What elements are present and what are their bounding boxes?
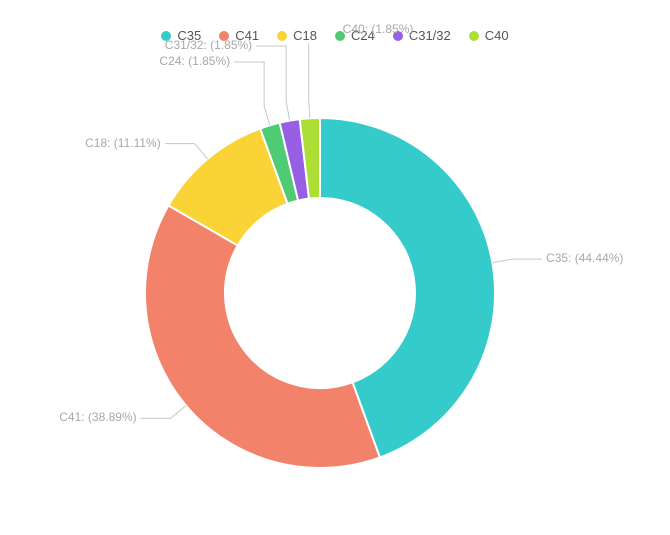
slice-label-c18: C18: (11.11%) xyxy=(85,136,161,150)
slice-label-c35: C35: (44.44%) xyxy=(546,251,623,265)
leader-line xyxy=(234,62,270,125)
legend-item-c18[interactable]: C18 xyxy=(277,28,317,43)
leader-line xyxy=(492,259,542,262)
legend-label: C31/32 xyxy=(409,28,451,43)
leader-line xyxy=(309,43,339,118)
legend-item-c40[interactable]: C40 xyxy=(469,28,509,43)
legend-dot-icon xyxy=(277,31,287,41)
slice-c41[interactable] xyxy=(145,205,380,468)
legend: C35C41C18C24C31/32C40 xyxy=(0,0,670,43)
legend-label: C18 xyxy=(293,28,317,43)
legend-label: C40 xyxy=(485,28,509,43)
legend-dot-icon xyxy=(469,31,479,41)
leader-line xyxy=(141,405,186,418)
slice-label-c41: C41: (38.89%) xyxy=(59,410,136,424)
slice-label-c3132: C31/32: (1.85%) xyxy=(165,38,252,52)
leader-line xyxy=(256,46,289,121)
slice-label-c40: C40: (1.85%) xyxy=(343,22,414,36)
leader-line xyxy=(165,144,208,159)
slice-label-c24: C24: (1.85%) xyxy=(159,54,230,68)
donut-chart: C35: (44.44%) C41: (38.89%) C18: (11.11%) C… xyxy=(0,43,670,513)
